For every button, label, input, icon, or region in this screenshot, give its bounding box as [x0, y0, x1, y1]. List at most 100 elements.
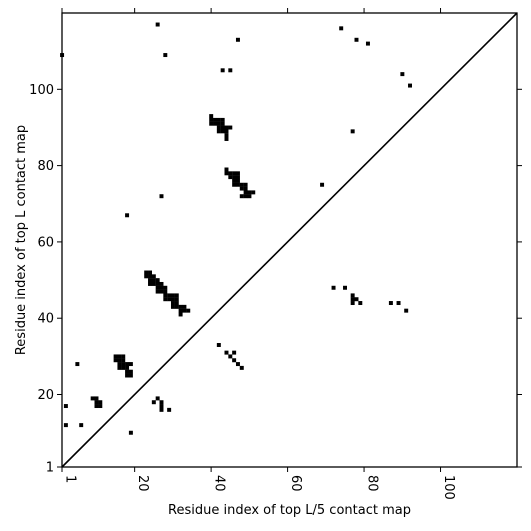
contact-cell-lower	[98, 404, 103, 409]
contact-cell-upper	[232, 175, 237, 180]
contact-cell-lower	[128, 369, 133, 374]
contact-cell-lower	[121, 362, 126, 367]
contact-cell-upper	[216, 117, 221, 122]
diagonal-line	[61, 12, 518, 468]
contact-cell-upper	[243, 190, 248, 195]
contact-cell-upper	[235, 178, 240, 183]
contact-cell-lower	[94, 396, 99, 401]
contact-cell-lower	[125, 373, 130, 378]
contact-cell-lower	[94, 400, 99, 405]
contact-cell-lower	[350, 301, 355, 306]
contact-cell-lower	[224, 350, 229, 355]
contact-cell-lower	[117, 365, 122, 370]
contact-cell-lower	[125, 369, 130, 374]
contact-cell-lower	[63, 423, 68, 428]
contact-cell-upper	[228, 171, 233, 176]
contact-cell-lower	[155, 281, 160, 286]
contact-cell-upper	[209, 121, 214, 126]
contact-cell-upper	[251, 190, 256, 195]
contact-cell-lower	[178, 312, 183, 317]
x-tick-label: 80	[365, 475, 380, 492]
contact-cell-lower	[90, 396, 95, 401]
contact-cell-upper	[163, 53, 168, 58]
contact-cell-lower	[178, 304, 183, 309]
contact-cell-upper	[224, 129, 229, 134]
contact-cell-upper	[365, 41, 370, 46]
contact-cell-lower	[358, 301, 363, 306]
contact-cell-lower	[228, 354, 233, 359]
plot-frame	[61, 12, 518, 468]
contact-cell-lower	[163, 297, 168, 302]
contact-cell-upper	[220, 121, 225, 126]
contact-cell-lower	[174, 293, 179, 298]
contact-cell-lower	[182, 308, 187, 313]
contact-cell-lower	[151, 281, 156, 286]
contact-cell-lower	[151, 274, 156, 279]
y-tick-label: 20	[37, 388, 54, 403]
contact-cell-lower	[159, 289, 164, 294]
contact-cell-upper	[216, 125, 221, 130]
contact-cell-lower	[117, 362, 122, 367]
contact-cell-lower	[121, 365, 126, 370]
contact-cell-upper	[220, 117, 225, 122]
contact-cell-lower	[151, 400, 156, 405]
contact-cell-lower	[98, 400, 103, 405]
contact-cell-upper	[243, 194, 248, 199]
y-tick-label: 80	[37, 159, 54, 174]
y-tick-label: 40	[37, 312, 54, 327]
contact-cell-lower	[235, 362, 240, 367]
contact-cell-upper	[224, 133, 229, 138]
contact-cell-lower	[148, 274, 152, 279]
contact-cell-lower	[148, 278, 152, 283]
contact-cell-lower	[121, 354, 126, 359]
contact-cell-upper	[224, 171, 229, 176]
contact-cell-lower	[125, 362, 130, 367]
contact-cell-upper	[213, 121, 217, 126]
contact-cell-lower	[170, 297, 175, 302]
contact-cell-upper	[400, 72, 405, 77]
contact-cell-lower	[128, 362, 133, 367]
contact-cell-lower	[113, 358, 118, 363]
y-axis-label: Residue index of top L contact map	[14, 125, 29, 355]
x-tick-label: 60	[288, 475, 303, 492]
contact-cell-lower	[151, 278, 156, 283]
contact-cell-lower	[121, 358, 126, 363]
contact-cell-lower	[148, 270, 152, 275]
contact-cell-upper	[239, 182, 244, 187]
contact-cell-upper	[232, 171, 237, 176]
contact-cell-lower	[159, 407, 164, 412]
contact-cell-upper	[235, 182, 240, 187]
contact-cell-upper	[155, 22, 160, 27]
contact-cell-upper	[228, 175, 233, 180]
contact-cell-lower	[148, 281, 152, 286]
contact-cell-upper	[243, 186, 248, 191]
contact-cell-lower	[343, 285, 347, 290]
x-tick-label: 100	[441, 475, 456, 500]
contact-cell-upper	[216, 121, 221, 126]
x-axis-label: Residue index of top L/5 contact map	[168, 503, 411, 518]
contact-cell-lower	[167, 407, 172, 412]
contact-cell-lower	[94, 404, 99, 409]
contact-cell-lower	[128, 373, 133, 378]
contact-cell-lower	[144, 270, 149, 275]
contact-cell-lower	[125, 365, 130, 370]
contact-cell-upper	[235, 37, 240, 42]
contact-cell-upper	[216, 129, 221, 134]
contact-cell-lower	[117, 354, 122, 359]
y-tick-label: 100	[29, 83, 54, 98]
contact-cell-lower	[159, 404, 164, 409]
contact-cell-lower	[174, 304, 179, 309]
contact-cell-lower	[350, 297, 355, 302]
contact-cell-upper	[243, 182, 248, 187]
contact-cell-lower	[182, 304, 187, 309]
contact-cell-upper	[220, 125, 225, 130]
contact-cell-lower	[174, 297, 179, 302]
contact-cell-lower	[396, 301, 401, 306]
contact-cell-lower	[186, 308, 191, 313]
contact-cell-lower	[163, 293, 168, 298]
contact-cell-lower	[144, 274, 149, 279]
contact-cell-lower	[63, 404, 68, 409]
contact-cell-lower	[170, 293, 175, 298]
contact-cell-lower	[163, 285, 168, 290]
